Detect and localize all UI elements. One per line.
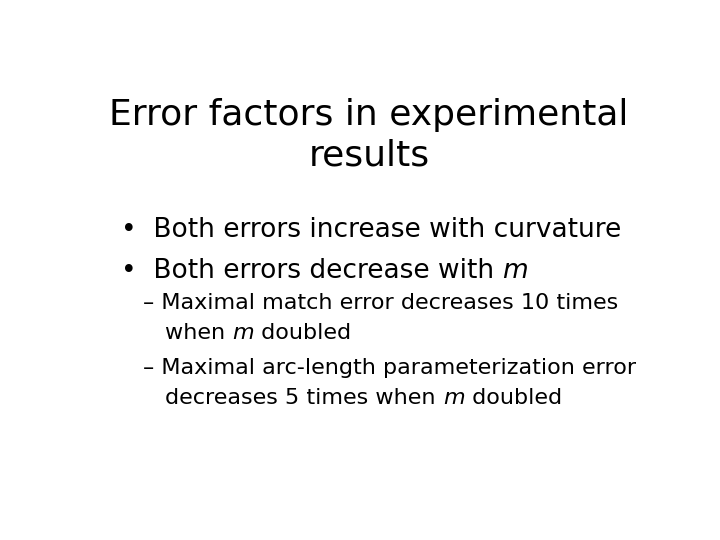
- Text: Error factors in experimental
results: Error factors in experimental results: [109, 98, 629, 173]
- Text: m: m: [502, 258, 528, 284]
- Text: doubled: doubled: [464, 388, 562, 408]
- Text: m: m: [443, 388, 464, 408]
- Text: – Maximal match error decreases 10 times: – Maximal match error decreases 10 times: [143, 294, 618, 314]
- Text: when: when: [166, 323, 233, 343]
- Text: m: m: [233, 323, 254, 343]
- Text: doubled: doubled: [254, 323, 351, 343]
- Text: •  Both errors decrease with: • Both errors decrease with: [121, 258, 502, 284]
- Text: – Maximal arc-length parameterization error: – Maximal arc-length parameterization er…: [143, 358, 636, 378]
- Text: decreases 5 times when: decreases 5 times when: [166, 388, 443, 408]
- Text: •  Both errors increase with curvature: • Both errors increase with curvature: [121, 217, 621, 242]
